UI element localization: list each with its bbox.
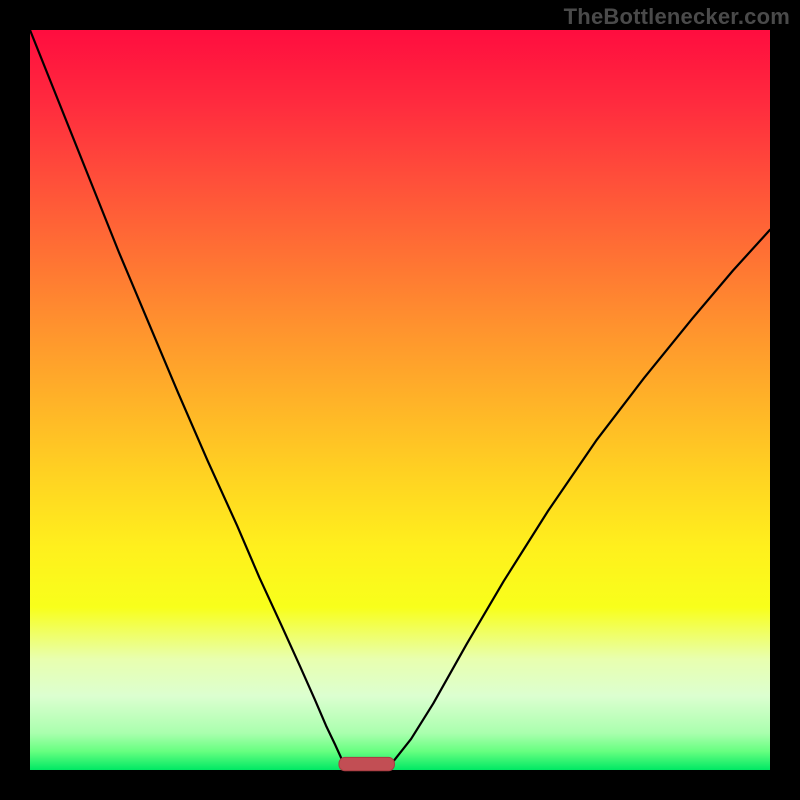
- plot-background: [30, 30, 770, 770]
- optimum-marker: [339, 757, 395, 770]
- chart-container: TheBottlenecker.com: [0, 0, 800, 800]
- watermark-text: TheBottlenecker.com: [564, 4, 790, 30]
- bottleneck-chart: [0, 0, 800, 800]
